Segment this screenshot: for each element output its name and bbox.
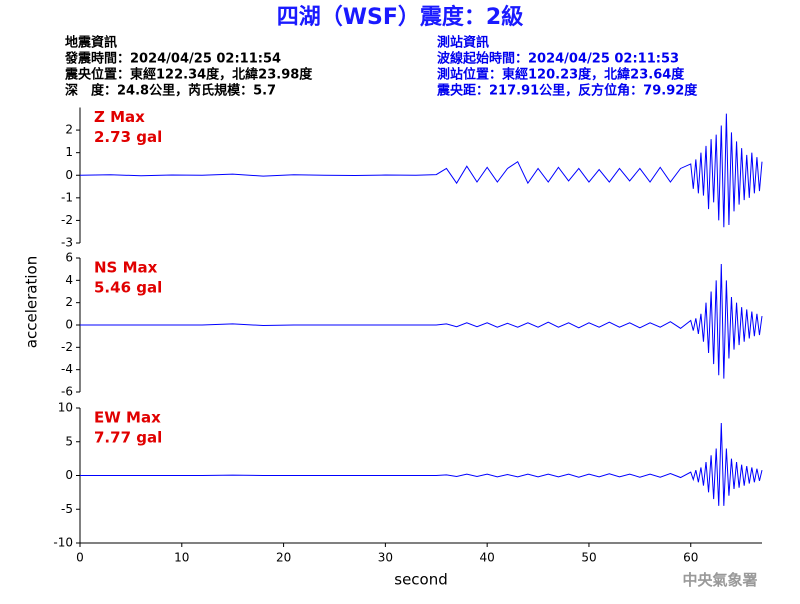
info-line: 測站資訊 xyxy=(437,35,489,51)
y-tick-label: 4 xyxy=(65,273,73,287)
y-tick-label: -1 xyxy=(61,190,73,204)
x-tick-label: 20 xyxy=(276,551,291,565)
component-label: Z Max xyxy=(94,108,145,126)
info-line: 震央位置：東經122.34度，北緯23.98度 xyxy=(64,67,313,83)
component-label: EW Max xyxy=(94,409,161,427)
y-tick-label: -6 xyxy=(61,385,73,399)
y-tick-label: 5 xyxy=(65,434,73,448)
y-tick-label: -4 xyxy=(61,362,73,376)
info-line: 測站位置：東經120.23度，北緯23.64度 xyxy=(437,67,685,83)
y-tick-label: -2 xyxy=(61,340,73,354)
x-tick-label: 60 xyxy=(683,551,698,565)
waveform xyxy=(80,264,763,379)
y-tick-label: 0 xyxy=(65,168,73,182)
info-line: 地震資訊 xyxy=(65,35,117,51)
y-tick-label: 1 xyxy=(65,145,73,159)
y-tick-label: 0 xyxy=(65,468,73,482)
info-line: 發震時間：2024/04/25 02:11:54 xyxy=(64,51,281,67)
waveform xyxy=(79,113,763,228)
max-label: 2.73 gal xyxy=(94,128,162,146)
x-tick-label: 40 xyxy=(480,551,495,565)
x-axis-label: second xyxy=(394,571,448,589)
y-tick-label: -5 xyxy=(61,502,73,516)
y-tick-label: -10 xyxy=(53,536,73,550)
max-label: 7.77 gal xyxy=(94,429,162,447)
x-tick-label: 0 xyxy=(76,551,84,565)
component-label: NS Max xyxy=(94,259,158,277)
x-tick-label: 30 xyxy=(378,551,393,565)
y-axis-label: acceleration xyxy=(23,256,41,348)
x-tick-label: 10 xyxy=(174,551,189,565)
y-tick-label: 2 xyxy=(65,295,73,309)
y-tick-label: 6 xyxy=(65,251,73,265)
title: 四湖（WSF）震度：2級 xyxy=(277,4,523,30)
info-line: 波線起始時間：2024/04/25 02:11:53 xyxy=(437,51,679,67)
waveform xyxy=(80,423,763,506)
y-tick-label: 10 xyxy=(58,401,73,415)
x-tick-label: 50 xyxy=(581,551,596,565)
y-tick-label: -3 xyxy=(61,236,73,250)
info-line: 深 度：24.8公里，芮氏規模：5.7 xyxy=(65,83,276,99)
max-label: 5.46 gal xyxy=(94,279,162,297)
info-line: 震央距：217.91公里，反方位角：79.92度 xyxy=(436,83,698,99)
y-tick-label: -2 xyxy=(61,213,73,227)
footer: 中央氣象署 xyxy=(682,571,757,589)
y-tick-label: 2 xyxy=(65,123,73,137)
y-tick-label: 0 xyxy=(65,318,73,332)
